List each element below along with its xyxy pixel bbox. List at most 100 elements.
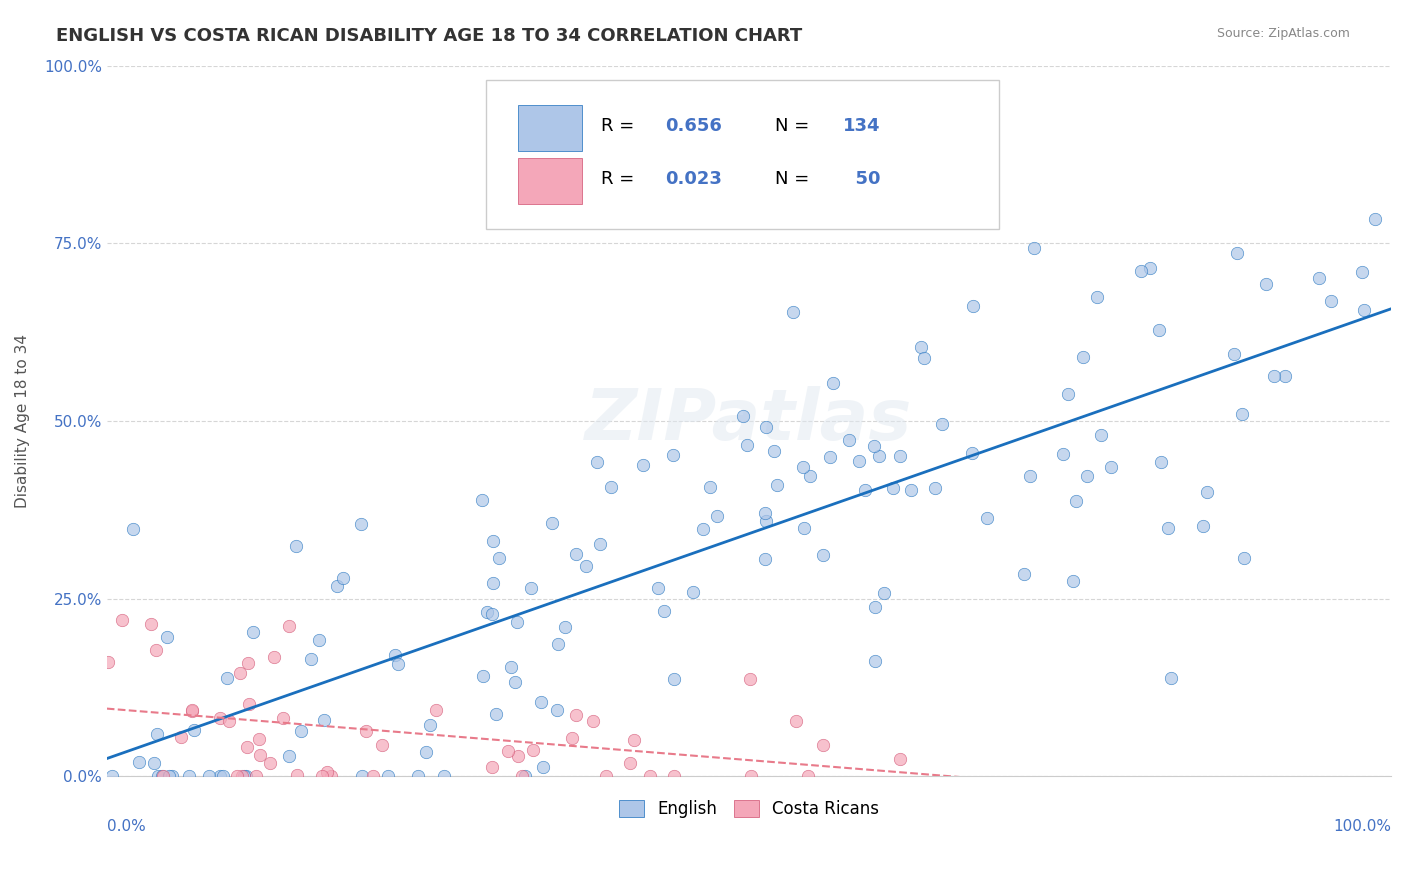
- Point: [1223, 347, 1246, 361]
- Point: [183, 723, 205, 737]
- Text: 0.0%: 0.0%: [107, 819, 145, 834]
- Point: [1150, 455, 1173, 469]
- Point: [370, 738, 392, 752]
- Point: [799, 469, 821, 483]
- Point: [350, 516, 373, 531]
- Point: [180, 703, 202, 717]
- Point: [157, 769, 180, 783]
- Text: R =: R =: [602, 117, 640, 135]
- Text: N =: N =: [775, 117, 814, 135]
- Point: [848, 454, 870, 468]
- Point: [259, 756, 281, 770]
- Point: [792, 521, 814, 535]
- Point: [354, 723, 377, 738]
- Point: [554, 620, 576, 634]
- Point: [475, 605, 498, 619]
- Point: [150, 769, 173, 783]
- Point: [638, 769, 661, 783]
- Point: [1263, 368, 1285, 383]
- FancyBboxPatch shape: [485, 79, 1000, 229]
- Point: [312, 713, 335, 727]
- Point: [735, 438, 758, 452]
- Point: [619, 756, 641, 771]
- Point: [838, 434, 860, 448]
- Text: 50: 50: [842, 170, 880, 188]
- Point: [1139, 260, 1161, 275]
- Point: [662, 449, 685, 463]
- Point: [377, 769, 399, 783]
- Point: [1274, 369, 1296, 384]
- Point: [910, 340, 932, 354]
- Point: [245, 769, 267, 783]
- Point: [432, 769, 454, 783]
- Point: [706, 508, 728, 523]
- Text: 0.656: 0.656: [665, 117, 723, 135]
- Point: [623, 733, 645, 747]
- Point: [754, 506, 776, 520]
- Point: [692, 522, 714, 536]
- Point: [889, 752, 911, 766]
- Point: [1018, 469, 1040, 483]
- Point: [546, 703, 568, 717]
- Point: [599, 480, 621, 494]
- Point: [1192, 519, 1215, 533]
- Point: [1350, 265, 1372, 279]
- Point: [208, 711, 231, 725]
- Point: [152, 769, 174, 783]
- Point: [863, 654, 886, 668]
- Point: [238, 657, 260, 671]
- Point: [482, 576, 505, 591]
- Point: [565, 547, 588, 561]
- Point: [1230, 407, 1253, 421]
- Point: [1320, 294, 1343, 309]
- Point: [1057, 386, 1080, 401]
- Point: [1076, 468, 1098, 483]
- Point: [1233, 551, 1256, 566]
- Point: [160, 769, 183, 783]
- Point: [482, 533, 505, 548]
- Point: [384, 648, 406, 663]
- Point: [513, 769, 536, 783]
- Text: 100.0%: 100.0%: [1333, 819, 1391, 834]
- Point: [146, 769, 169, 783]
- Point: [631, 458, 654, 473]
- Point: [128, 755, 150, 769]
- Point: [755, 514, 778, 528]
- Point: [863, 599, 886, 614]
- Point: [1160, 671, 1182, 685]
- Point: [547, 637, 569, 651]
- Point: [882, 481, 904, 495]
- Point: [235, 739, 257, 754]
- Point: [900, 483, 922, 497]
- Point: [731, 409, 754, 423]
- Point: [308, 633, 330, 648]
- Bar: [517, 158, 582, 204]
- Text: N =: N =: [775, 170, 814, 188]
- Point: [485, 707, 508, 722]
- Point: [652, 604, 675, 618]
- Point: [263, 649, 285, 664]
- Point: [242, 625, 264, 640]
- Text: R =: R =: [602, 170, 640, 188]
- Point: [699, 480, 721, 494]
- Point: [143, 756, 166, 770]
- Legend: English, Costa Ricans: English, Costa Ricans: [612, 793, 886, 825]
- Point: [406, 769, 429, 783]
- Point: [740, 769, 762, 783]
- Point: [101, 769, 124, 783]
- Point: [1157, 521, 1180, 535]
- Point: [238, 697, 260, 711]
- Point: [215, 671, 238, 685]
- Text: ZIPatlas: ZIPatlas: [585, 386, 912, 456]
- Point: [415, 745, 437, 759]
- Text: Source: ZipAtlas.com: Source: ZipAtlas.com: [1216, 27, 1350, 40]
- Text: 134: 134: [842, 117, 880, 135]
- Point: [782, 305, 804, 319]
- Point: [792, 459, 814, 474]
- Point: [481, 607, 503, 622]
- Point: [97, 655, 120, 669]
- Point: [1256, 277, 1278, 291]
- Point: [863, 439, 886, 453]
- Point: [277, 618, 299, 632]
- Point: [960, 446, 983, 460]
